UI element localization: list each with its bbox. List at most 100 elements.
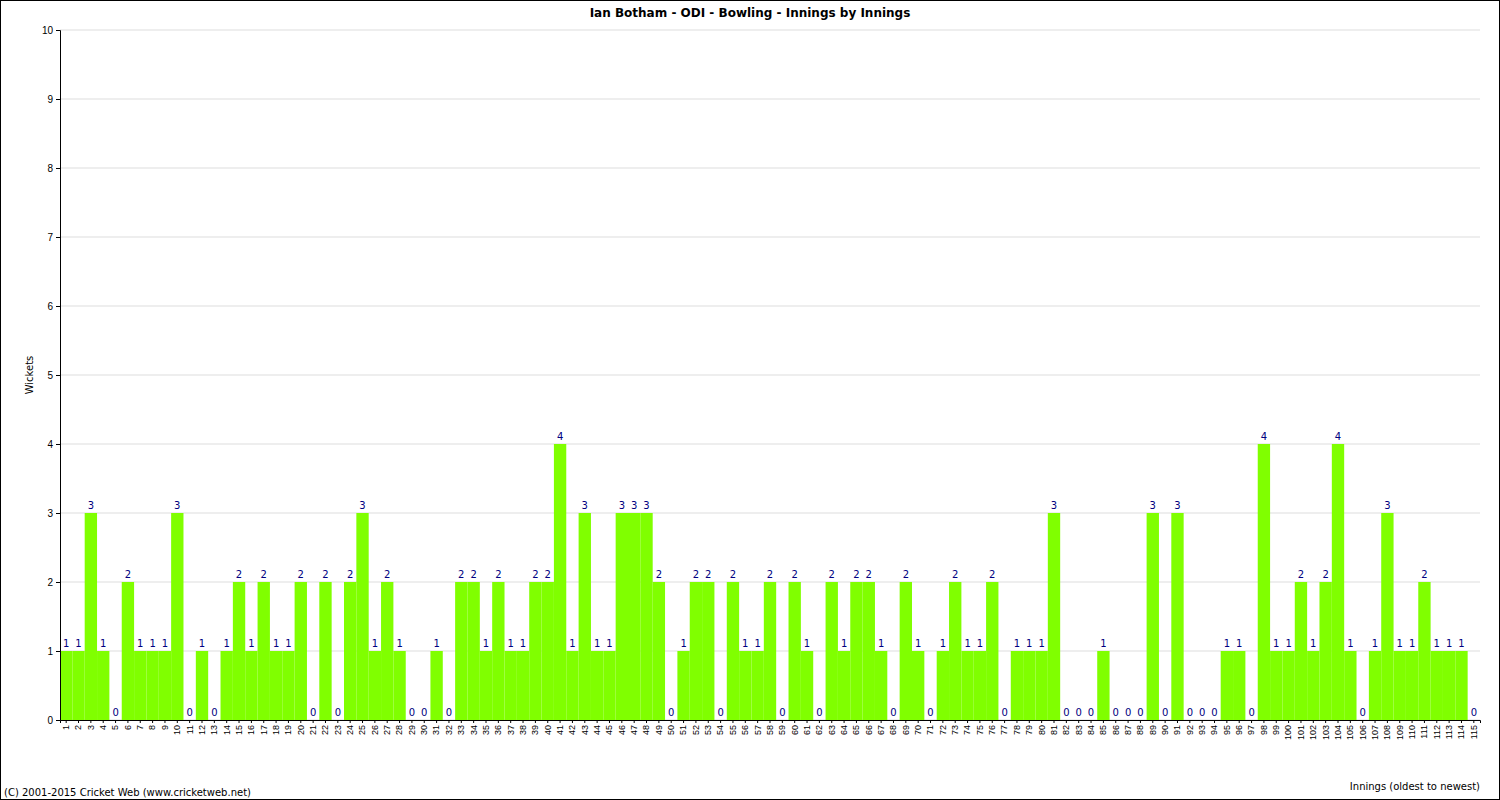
- x-tick-mark: [844, 720, 845, 723]
- data-label: 1: [606, 638, 612, 649]
- x-tick-mark: [436, 720, 437, 723]
- x-tick: 30: [419, 720, 429, 735]
- x-tick: 25: [357, 720, 367, 735]
- x-tick-label: 42: [567, 725, 577, 735]
- x-tick: 97: [1246, 720, 1256, 735]
- x-tick-mark: [251, 720, 252, 723]
- bar: [1319, 582, 1331, 720]
- x-tick-mark: [1338, 720, 1339, 723]
- bar: [1245, 720, 1257, 721]
- x-tick-label: 13: [209, 725, 219, 735]
- data-label: 3: [359, 500, 365, 511]
- x-tick-mark: [955, 720, 956, 723]
- data-label: 0: [1199, 707, 1205, 718]
- data-label: 1: [483, 638, 489, 649]
- data-label: 1: [224, 638, 230, 649]
- x-tick-mark: [1424, 720, 1425, 723]
- x-tick-label: 104: [1333, 725, 1343, 740]
- x-tick-label: 82: [1061, 725, 1071, 735]
- x-tick: 41: [555, 720, 565, 735]
- bar: [665, 720, 677, 721]
- bar: [900, 582, 912, 720]
- bar: [221, 651, 233, 720]
- bar: [1270, 651, 1282, 720]
- bar: [579, 513, 591, 720]
- x-tick-label: 15: [234, 725, 244, 735]
- x-tick-label: 52: [691, 725, 701, 735]
- bar: [282, 651, 294, 720]
- y-tick-mark: [56, 720, 60, 721]
- x-tick: 59: [777, 720, 787, 735]
- data-label: 1: [977, 638, 983, 649]
- x-tick-label: 34: [469, 725, 479, 735]
- x-tick-label: 29: [407, 725, 417, 735]
- y-tick-label: 6: [47, 301, 53, 312]
- x-tick: 73: [950, 720, 960, 735]
- x-tick: 74: [962, 720, 972, 735]
- x-tick: 106: [1358, 720, 1368, 740]
- bar: [1233, 651, 1245, 720]
- data-label: 1: [915, 638, 921, 649]
- data-label: 1: [1446, 638, 1452, 649]
- data-label: 0: [1137, 707, 1143, 718]
- bar: [109, 720, 121, 721]
- x-tick-mark: [115, 720, 116, 723]
- grid-line: [60, 168, 1480, 169]
- x-tick-label: 66: [864, 725, 874, 735]
- x-tick: 62: [814, 720, 824, 735]
- x-tick-mark: [103, 720, 104, 723]
- x-tick-label: 58: [765, 725, 775, 735]
- y-tick-mark: [56, 99, 60, 100]
- x-tick-label: 23: [333, 725, 343, 735]
- bar: [159, 651, 171, 720]
- data-label: 0: [816, 707, 822, 718]
- data-label: 1: [199, 638, 205, 649]
- x-tick-mark: [1276, 720, 1277, 723]
- data-label: 2: [829, 569, 835, 580]
- x-tick-label: 85: [1098, 725, 1108, 735]
- x-tick-label: 83: [1074, 725, 1084, 735]
- x-tick-label: 19: [283, 725, 293, 735]
- data-label: 2: [1322, 569, 1328, 580]
- x-tick-mark: [1350, 720, 1351, 723]
- x-tick-mark: [584, 720, 585, 723]
- data-label: 2: [1298, 569, 1304, 580]
- bar: [208, 720, 220, 721]
- x-tick: 58: [765, 720, 775, 735]
- bar: [1443, 651, 1455, 720]
- bar: [1048, 513, 1060, 720]
- bar: [1060, 720, 1072, 721]
- data-label: 2: [693, 569, 699, 580]
- x-tick-mark: [387, 720, 388, 723]
- footer: (C) 2001-2015 Cricket Web (www.cricketwe…: [4, 787, 251, 798]
- x-tick-mark: [399, 720, 400, 723]
- x-tick: 105: [1345, 720, 1355, 740]
- x-tick-label: 77: [999, 725, 1009, 735]
- x-tick-label: 36: [493, 725, 503, 735]
- x-axis-line: [61, 721, 1481, 724]
- x-tick-label: 17: [259, 725, 269, 735]
- x-tick-mark: [695, 720, 696, 723]
- x-tick: 2: [73, 720, 83, 730]
- x-tick-mark: [560, 720, 561, 723]
- x-tick: 23: [333, 720, 343, 735]
- x-tick-label: 4: [98, 725, 108, 730]
- x-tick-label: 24: [345, 725, 355, 735]
- x-tick-label: 100: [1283, 725, 1293, 740]
- x-tick-mark: [313, 720, 314, 723]
- bar: [85, 513, 97, 720]
- bar: [344, 582, 356, 720]
- y-tick: 3: [47, 508, 60, 519]
- x-tick-label: 30: [419, 725, 429, 735]
- x-tick-label: 74: [962, 725, 972, 735]
- x-tick: 77: [999, 720, 1009, 735]
- x-tick-label: 115: [1469, 725, 1479, 739]
- data-label: 0: [890, 707, 896, 718]
- x-tick-mark: [350, 720, 351, 723]
- x-tick: 39: [530, 720, 540, 735]
- x-tick-label: 28: [394, 725, 404, 735]
- y-tick-label: 0: [47, 715, 53, 726]
- x-tick: 81: [1049, 720, 1059, 735]
- bar: [406, 720, 418, 721]
- data-label: 1: [75, 638, 81, 649]
